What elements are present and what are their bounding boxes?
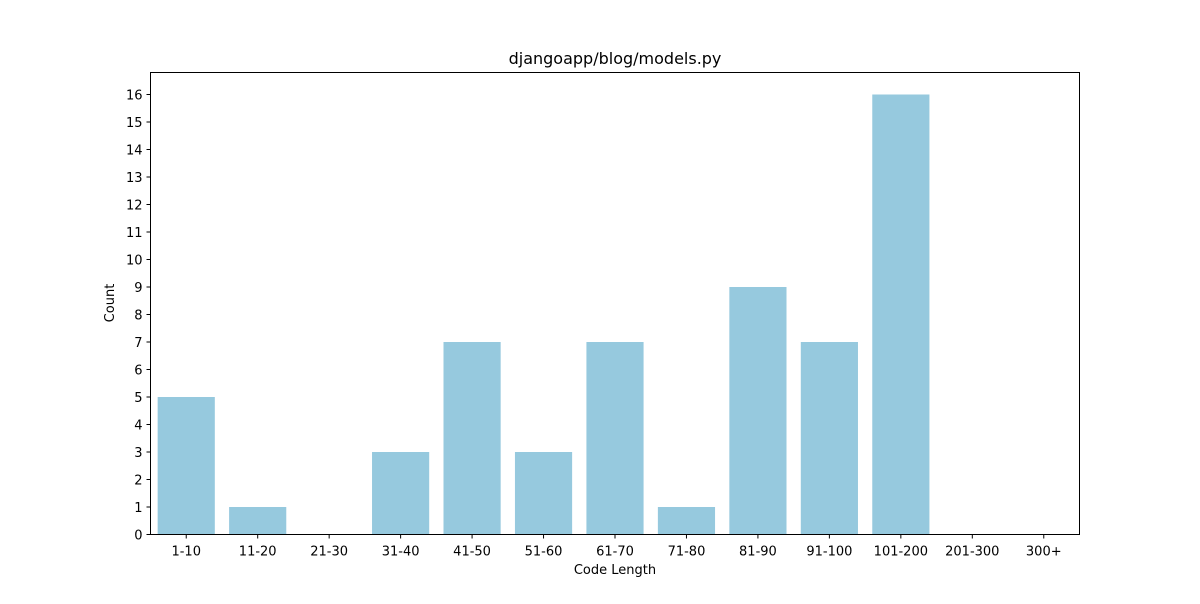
y-tick-label: 3	[134, 446, 142, 461]
x-tick-label: 11-20	[239, 545, 277, 560]
y-tick-label: 4	[134, 419, 142, 434]
y-tick-label: 10	[126, 254, 143, 269]
y-tick-label: 0	[134, 529, 142, 544]
bars-group	[157, 94, 930, 535]
chart-title: djangoapp/blog/models.py	[509, 49, 722, 68]
y-tick-label: 5	[134, 391, 142, 406]
bar-81-90	[729, 287, 787, 535]
x-tick-label: 71-80	[668, 545, 706, 560]
bar-101-200	[872, 94, 930, 535]
y-tick-label: 15	[126, 116, 143, 131]
y-tick-label: 7	[134, 336, 142, 351]
bar-91-100	[800, 342, 858, 535]
x-tick-label: 81-90	[739, 545, 777, 560]
bar-61-70	[586, 342, 644, 535]
x-tick-label: 51-60	[525, 545, 563, 560]
y-tick-label: 9	[134, 281, 142, 296]
plot-frame	[150, 72, 1080, 535]
y-tick-label: 11	[126, 226, 143, 241]
x-tick-label: 201-300	[945, 545, 999, 560]
y-tick-label: 2	[134, 474, 142, 489]
y-tick-label: 14	[126, 144, 143, 159]
x-tick-label: 101-200	[874, 545, 928, 560]
x-tick-label: 91-100	[806, 545, 852, 560]
y-tick-label: 1	[134, 501, 142, 516]
x-tick-label: 41-50	[453, 545, 491, 560]
x-axis: 1-10 11-20 21-30 31-40 41-50 51-60 61-70 71-80 8…	[171, 534, 1062, 560]
x-tick-label: 61-70	[596, 545, 634, 560]
x-axis-label: Code Length	[574, 563, 656, 578]
bar-1-10	[157, 397, 215, 535]
x-tick-label: 1-10	[171, 545, 201, 560]
y-tick-label: 13	[126, 171, 143, 186]
x-tick-label: 300+	[1026, 545, 1062, 560]
bar-41-50	[443, 342, 501, 535]
y-tick-label: 8	[134, 309, 142, 324]
bar-71-80	[657, 507, 716, 535]
y-axis-label: Count	[103, 284, 118, 323]
x-tick-label: 31-40	[382, 545, 420, 560]
bar-51-60	[514, 452, 573, 535]
bar-31-40	[372, 452, 430, 535]
y-tick-label: 16	[126, 89, 143, 104]
y-tick-label: 12	[126, 199, 143, 214]
y-tick-label: 6	[134, 364, 142, 379]
bar-11-20	[229, 507, 287, 535]
x-tick-label: 21-30	[310, 545, 348, 560]
